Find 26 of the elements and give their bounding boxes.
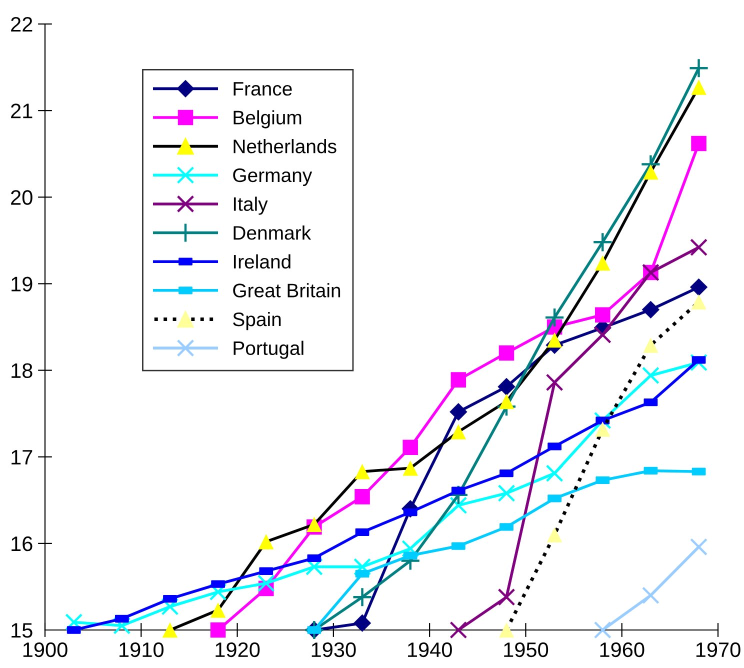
y-tick-label: 20 bbox=[11, 190, 32, 205]
y-tick-label: 22 bbox=[11, 17, 32, 32]
y-tick-label: 21 bbox=[11, 104, 32, 118]
legend-label: Belgium bbox=[234, 110, 302, 128]
legend-label: Ireland bbox=[234, 254, 290, 269]
x-tick-label: 1900 bbox=[23, 642, 68, 658]
legend-label: Netherlands bbox=[234, 139, 336, 154]
legend-label: Germany bbox=[233, 168, 312, 186]
y-tick-label: 16 bbox=[12, 536, 32, 552]
x-tick-label: 1910 bbox=[120, 642, 164, 658]
x-tick-label: 1960 bbox=[600, 642, 644, 658]
y-tick-label: 17 bbox=[12, 450, 32, 464]
legend-label: Italy bbox=[234, 196, 268, 215]
legend-label: Portugal bbox=[234, 340, 304, 359]
x-tick-label: 1940 bbox=[408, 642, 452, 658]
y-tick-label: 18 bbox=[12, 363, 32, 378]
legend-label: Great Britain bbox=[233, 283, 340, 298]
y-tick-label: 15 bbox=[12, 623, 32, 638]
legend-label: France bbox=[234, 82, 292, 96]
x-tick-label: 1930 bbox=[312, 642, 356, 658]
legend-label: Denmark bbox=[234, 225, 312, 240]
y-tick-label: 19 bbox=[12, 276, 32, 292]
x-tick-label: 1970 bbox=[696, 642, 740, 658]
legend-label: Spain bbox=[233, 312, 281, 330]
x-tick-label: 1920 bbox=[216, 642, 260, 658]
x-tick-label: 1950 bbox=[504, 642, 548, 658]
